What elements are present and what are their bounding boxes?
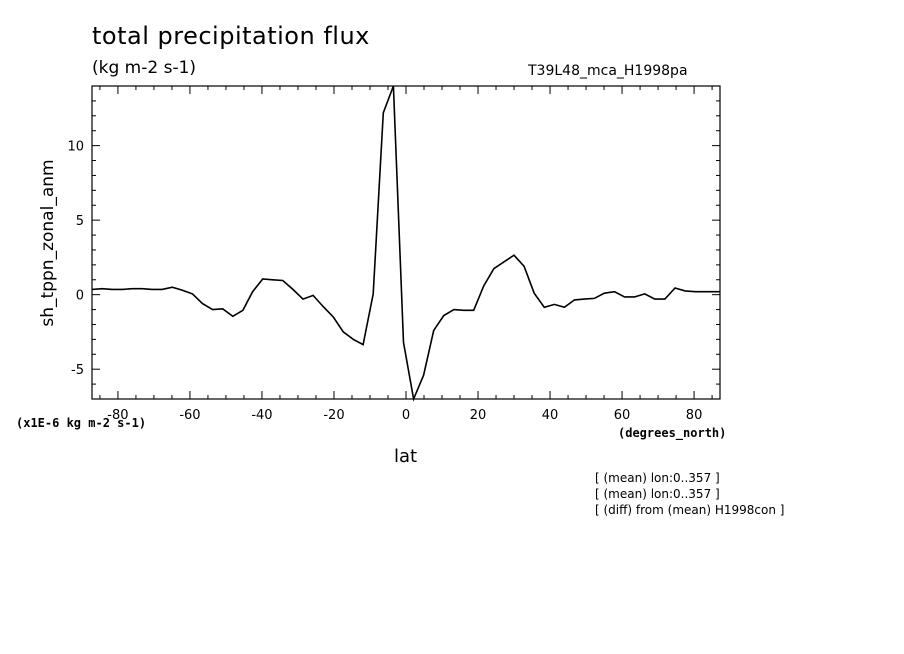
x-tick-label: -60	[179, 408, 200, 423]
y-axis-units: (x1E-6 kg m-2 s-1)	[16, 416, 147, 430]
axis-tick-labels: -80 -60 -40 -20 0 20 40 60 80 -5 0 5 10	[67, 140, 702, 423]
chart-title: total precipitation flux	[92, 22, 370, 50]
x-tick-label: 60	[614, 408, 631, 423]
x-tick-label: -40	[251, 408, 272, 423]
y-tick-label: 5	[76, 214, 84, 229]
x-tick-label: -20	[323, 408, 344, 423]
note-line: [ (diff) from (mean) H1998con ]	[595, 503, 785, 517]
run-id-label: T39L48_mca_H1998pa	[528, 63, 688, 79]
x-tick-label: 20	[470, 408, 487, 423]
y-axis-label: sh_tppn_zonal_anm	[38, 159, 58, 327]
series-line	[91, 85, 720, 402]
x-tick-label: 40	[542, 408, 559, 423]
note-line: [ (mean) lon:0..357 ]	[595, 471, 720, 485]
notes-block: [ (mean) lon:0..357 ] [ (mean) lon:0..35…	[595, 470, 784, 518]
x-axis-units: (degrees_north)	[618, 426, 727, 440]
y-tick-label: -5	[71, 363, 84, 378]
y-tick-label: 10	[67, 140, 84, 155]
x-tick-label: 0	[402, 408, 410, 423]
note-line: [ (mean) lon:0..357 ]	[595, 487, 720, 501]
chart-subtitle: (kg m-2 s-1)	[92, 58, 197, 78]
axis-ticks	[92, 85, 720, 400]
y-tick-label: 0	[76, 289, 84, 304]
x-tick-label: 80	[686, 408, 703, 423]
x-tick-label: -80	[107, 408, 128, 423]
x-axis-label: lat	[394, 446, 418, 467]
